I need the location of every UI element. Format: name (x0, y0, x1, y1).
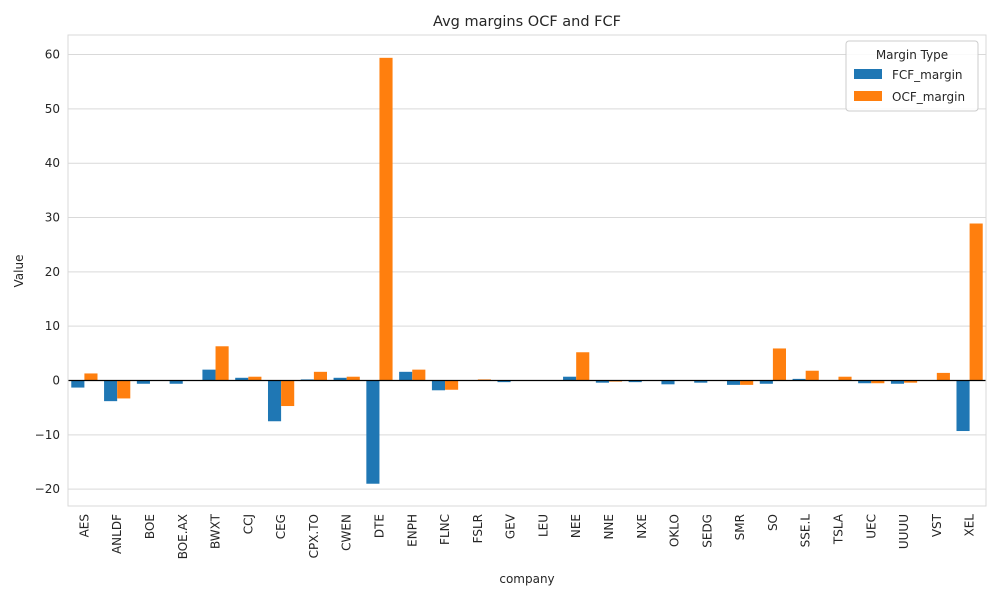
y-tick-label: −10 (35, 428, 60, 442)
bar-fcf-margin (956, 380, 970, 432)
x-tick-label: BOE (143, 514, 157, 539)
bar-fcf-margin (792, 378, 806, 381)
bar-fcf-margin (333, 377, 347, 381)
x-tick-label: SEDG (700, 514, 714, 548)
plot-area (68, 35, 986, 506)
x-tick-label: CPX.TO (307, 514, 321, 558)
legend-title: Margin Type (876, 48, 948, 62)
bar-fcf-margin (497, 380, 511, 383)
bar-ocf-margin (871, 380, 885, 384)
chart-title: Avg margins OCF and FCF (433, 14, 621, 30)
bar-ocf-margin (346, 376, 360, 381)
x-tick-label: VST (930, 513, 944, 537)
bar-ocf-margin (248, 376, 262, 381)
bar-fcf-margin (628, 380, 642, 383)
bar-fcf-margin (399, 371, 413, 381)
bar-ocf-margin (117, 380, 131, 399)
bar-ocf-margin (772, 348, 786, 381)
bar-fcf-margin (169, 380, 183, 384)
bar-fcf-margin (890, 380, 905, 384)
bar-ocf-margin (969, 223, 983, 381)
bar-fcf-margin (563, 376, 577, 381)
bar-ocf-margin (805, 370, 819, 381)
bar-fcf-margin (202, 369, 216, 381)
plot-frame (67, 34, 987, 507)
bar-fcf-margin (694, 380, 708, 383)
y-tick-label: 50 (45, 102, 60, 116)
x-tick-label: BWXT (209, 513, 223, 549)
x-tick-label: FSLR (471, 514, 485, 543)
bar-ocf-margin (313, 371, 327, 381)
y-tick-label: 0 (52, 374, 60, 388)
bar-fcf-margin (726, 380, 741, 385)
x-tick-labels: AES ANLDF BOE BOE.AX BWXT CCJ CEG CPX.TO CWEN DTE… (77, 513, 976, 559)
legend-label-ocf: OCF_margin (892, 90, 965, 104)
bar-fcf-margin (595, 380, 609, 383)
y-tick-labels: −20 −10 0 10 20 30 40 50 60 (35, 48, 60, 497)
bar-ocf-margin (838, 376, 852, 381)
bar-ocf-margin (412, 369, 426, 381)
x-axis-label: company (499, 572, 554, 586)
x-tick-label: CWEN (340, 514, 354, 551)
y-tick-label: 60 (45, 48, 60, 62)
legend-swatch-fcf (854, 69, 882, 79)
x-tick-label: SMR (733, 514, 747, 540)
bar-fcf-margin (661, 380, 675, 385)
bar-ocf-margin (740, 380, 754, 385)
bar-fcf-margin (136, 380, 150, 384)
x-tick-label: BOE.AX (176, 514, 190, 559)
bar-ocf-margin (904, 380, 918, 383)
x-tick-label: GEV (504, 513, 518, 539)
x-tick-label: NXE (635, 514, 649, 539)
x-tick-label: FLNC (438, 514, 452, 545)
x-tick-label: TSLA (831, 513, 845, 545)
x-tick-label: ENPH (405, 514, 419, 547)
bar-ocf-margin (84, 373, 98, 381)
bar-fcf-margin (759, 380, 773, 384)
x-tick-label: DTE (372, 514, 386, 538)
x-tick-label: LEU (536, 514, 550, 537)
x-tick-label: UUUU (897, 514, 911, 549)
bar-fcf-margin (267, 380, 282, 422)
bar-ocf-margin (576, 352, 590, 381)
bar-fcf-margin (431, 380, 446, 391)
x-tick-label: UEC (864, 514, 878, 539)
bar-fcf-margin (235, 377, 249, 381)
y-tick-label: 40 (45, 156, 60, 170)
x-tick-label: SSE.L (799, 514, 813, 548)
bar-fcf-margin (858, 380, 872, 384)
x-tick-label: XEL (963, 514, 977, 537)
y-tick-label: 30 (45, 211, 60, 225)
x-tick-label: AES (77, 514, 91, 537)
x-tick-label: CEG (274, 514, 288, 539)
x-tick-label: NEE (569, 514, 583, 538)
y-axis-label: Value (12, 255, 26, 288)
legend: Margin Type FCF_margin OCF_margin (845, 40, 979, 112)
x-tick-label: SO (766, 514, 780, 531)
bar-ocf-margin (281, 380, 295, 407)
x-tick-label: CCJ (241, 514, 255, 534)
bar-ocf-margin (379, 57, 393, 381)
bar-fcf-margin (366, 380, 380, 484)
legend-swatch-ocf (854, 91, 882, 101)
x-tick-label: OKLO (668, 514, 682, 547)
y-tick-label: −20 (35, 482, 60, 496)
bar-fcf-margin (104, 380, 118, 402)
y-tick-label: 10 (45, 319, 60, 333)
x-tick-label: ANLDF (110, 514, 124, 554)
x-tick-label: NNE (602, 514, 616, 540)
bar-ocf-margin (215, 346, 229, 381)
bar-ocf-margin (936, 372, 950, 381)
y-tick-label: 20 (45, 265, 60, 279)
legend-label-fcf: FCF_margin (892, 68, 963, 82)
bars (71, 57, 983, 484)
bar-fcf-margin (71, 380, 85, 388)
bar-ocf-margin (445, 380, 459, 390)
